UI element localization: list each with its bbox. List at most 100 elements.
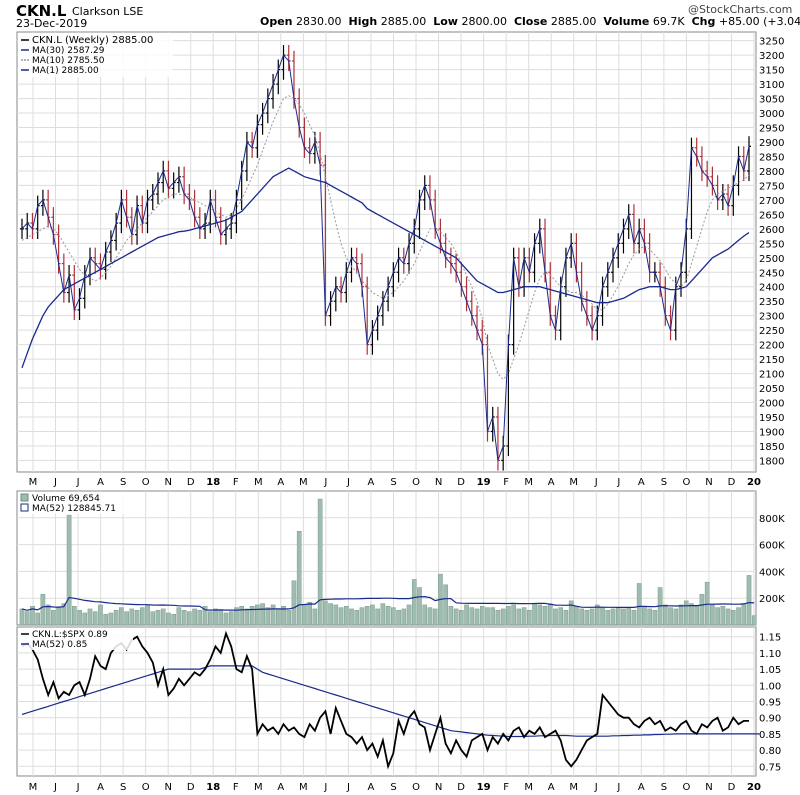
volume-bar — [479, 606, 485, 626]
volume-legend-entry: Volume 69,654 — [32, 494, 100, 504]
volume-bar — [495, 610, 501, 626]
volume-bar — [275, 608, 281, 626]
x-tick-label-top: S — [390, 477, 396, 488]
volume-bar — [574, 606, 579, 626]
volume-bar — [98, 604, 103, 626]
volume-bar — [642, 606, 647, 626]
volume-bar — [155, 610, 161, 626]
volume-bar — [626, 607, 631, 626]
x-tick-label-bottom: 18 — [206, 782, 220, 793]
volume-bar — [223, 612, 229, 626]
volume-bar — [600, 607, 605, 626]
volume-bar — [338, 607, 344, 626]
volume-bar — [474, 608, 480, 626]
price-tick-label: 2500 — [759, 254, 784, 265]
ratio-legend-entry: MA(52) 0.85 — [32, 640, 87, 650]
x-tick-label-bottom: F — [503, 782, 509, 793]
volume-bar — [87, 608, 93, 626]
x-tick-label-top: D — [187, 477, 195, 488]
x-tick-label-top: O — [682, 477, 690, 488]
x-tick-label-top: J — [346, 477, 350, 488]
volume-bar — [731, 610, 736, 626]
volume-bar — [187, 611, 192, 626]
x-tick-label-top: M — [29, 477, 38, 488]
ratio-tick-label: 0.75 — [759, 762, 781, 773]
x-tick-label-top: M — [299, 477, 308, 488]
volume-bar — [391, 607, 396, 626]
high-label: High 2885.00 — [348, 15, 427, 28]
x-tick-label-bottom: J — [346, 782, 350, 793]
ratio-tick-label: 0.90 — [759, 714, 781, 725]
change-label: Chg +85.00 (+3.04%) — [691, 15, 800, 28]
x-tick-label-top: A — [548, 477, 555, 488]
volume-bar — [234, 607, 239, 626]
price-tick-label: 2450 — [759, 268, 784, 279]
volume-bar — [448, 606, 454, 626]
volume-bar — [166, 612, 171, 626]
price-tick-label: 2100 — [759, 370, 784, 381]
volume-bar — [51, 610, 56, 626]
volume-bar — [663, 604, 668, 626]
price-tick-label: 2000 — [759, 399, 784, 410]
volume-bar — [605, 610, 611, 626]
volume-bar — [516, 608, 522, 626]
volume-bar — [66, 514, 72, 626]
volume-tick-label: 800K — [759, 514, 785, 525]
volume-bar — [621, 608, 626, 626]
volume-bar — [40, 593, 46, 626]
volume-bar — [683, 600, 689, 626]
ohlc-summary: Open 2830.00 High 2885.00 Low 2800.00 Cl… — [260, 15, 800, 28]
volume-bar — [249, 606, 255, 626]
x-tick-label-bottom: M — [29, 782, 38, 793]
volume-bar — [312, 608, 318, 626]
x-tick-label-top: D — [728, 477, 736, 488]
x-tick-label-bottom: O — [412, 782, 420, 793]
volume-tick-label: 600K — [759, 541, 785, 552]
volume-bar — [432, 608, 438, 626]
ratio-legend-entry: CKN.L:$SPX 0.89 — [32, 630, 108, 640]
volume-bar — [506, 606, 511, 626]
volume-bar — [103, 614, 108, 626]
x-tick-label-top: A — [97, 477, 104, 488]
volume-bar — [715, 607, 720, 626]
ratio-legend-bg — [18, 628, 133, 650]
volume-bar — [521, 607, 527, 626]
volume-bar — [678, 604, 684, 626]
x-tick-label-top: S — [661, 477, 667, 488]
x-tick-label-top: D — [457, 477, 465, 488]
price-tick-label: 1800 — [759, 456, 784, 467]
price-tick-label: 3150 — [759, 66, 784, 77]
volume-bar — [176, 607, 182, 626]
volume-bar — [45, 604, 51, 626]
x-tick-label-bottom: 19 — [477, 782, 491, 793]
volume-bar — [19, 608, 25, 626]
x-tick-label-top: 20 — [747, 477, 761, 488]
volume-bar — [213, 608, 218, 626]
volume-bar — [427, 607, 433, 626]
ratio-tick-label: 1.00 — [759, 681, 781, 692]
volume-bar — [490, 607, 496, 626]
volume-bar — [150, 611, 156, 626]
volume-bar — [736, 607, 741, 626]
price-tick-label: 2850 — [759, 152, 784, 163]
volume-bar — [323, 600, 328, 626]
x-tick-label-bottom: S — [661, 782, 667, 793]
x-tick-label-top: O — [142, 477, 150, 488]
volume-bar — [281, 606, 286, 626]
x-tick-label-bottom: D — [457, 782, 465, 793]
volume-bar — [72, 606, 77, 626]
volume-bar — [145, 604, 150, 626]
volume-panel-frame — [16, 490, 757, 626]
price-legend-entry: MA(30) 2587.29 — [32, 46, 105, 56]
volume-bar — [673, 608, 679, 626]
volume-bar — [113, 610, 119, 626]
volume-bar — [286, 610, 292, 626]
x-tick-label-bottom: M — [299, 782, 308, 793]
volume-bar — [181, 610, 187, 626]
volume-bar — [171, 614, 176, 626]
x-tick-label-bottom: J — [616, 782, 620, 793]
volume-bar — [343, 606, 349, 626]
volume-bar — [333, 604, 339, 626]
x-tick-label-top: O — [412, 477, 420, 488]
